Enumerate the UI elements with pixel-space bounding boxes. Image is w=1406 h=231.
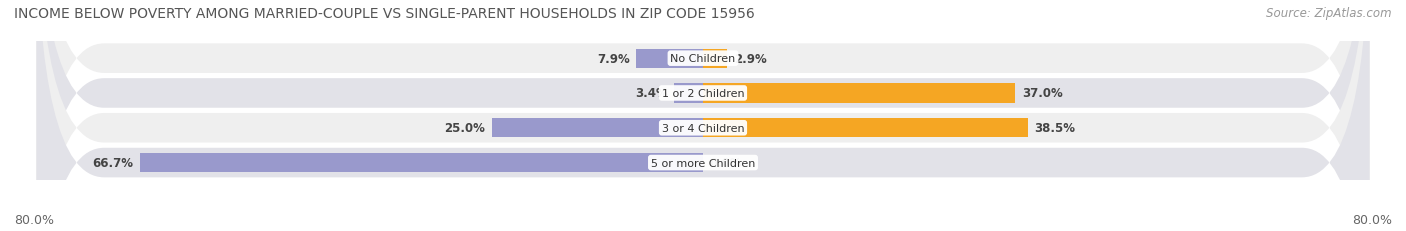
Text: Source: ZipAtlas.com: Source: ZipAtlas.com: [1267, 7, 1392, 20]
Text: INCOME BELOW POVERTY AMONG MARRIED-COUPLE VS SINGLE-PARENT HOUSEHOLDS IN ZIP COD: INCOME BELOW POVERTY AMONG MARRIED-COUPL…: [14, 7, 755, 21]
Text: 1 or 2 Children: 1 or 2 Children: [662, 88, 744, 99]
Text: 38.5%: 38.5%: [1035, 122, 1076, 135]
Bar: [703, 49, 727, 68]
Bar: [492, 119, 703, 138]
FancyBboxPatch shape: [37, 0, 1369, 231]
Text: 66.7%: 66.7%: [93, 156, 134, 169]
Text: 80.0%: 80.0%: [1353, 213, 1392, 226]
Text: 7.9%: 7.9%: [598, 52, 630, 65]
Bar: [703, 119, 1028, 138]
FancyBboxPatch shape: [37, 0, 1369, 231]
Text: 37.0%: 37.0%: [1022, 87, 1063, 100]
Text: 0.0%: 0.0%: [710, 156, 742, 169]
Text: 80.0%: 80.0%: [14, 213, 53, 226]
FancyBboxPatch shape: [37, 0, 1369, 231]
Bar: [637, 49, 703, 68]
Text: 5 or more Children: 5 or more Children: [651, 158, 755, 168]
Text: 3 or 4 Children: 3 or 4 Children: [662, 123, 744, 133]
Bar: [703, 84, 1015, 103]
Text: 25.0%: 25.0%: [444, 122, 485, 135]
FancyBboxPatch shape: [37, 0, 1369, 231]
Bar: [141, 153, 703, 172]
Text: 3.4%: 3.4%: [636, 87, 668, 100]
Text: No Children: No Children: [671, 54, 735, 64]
Text: 2.9%: 2.9%: [734, 52, 766, 65]
Bar: [675, 84, 703, 103]
